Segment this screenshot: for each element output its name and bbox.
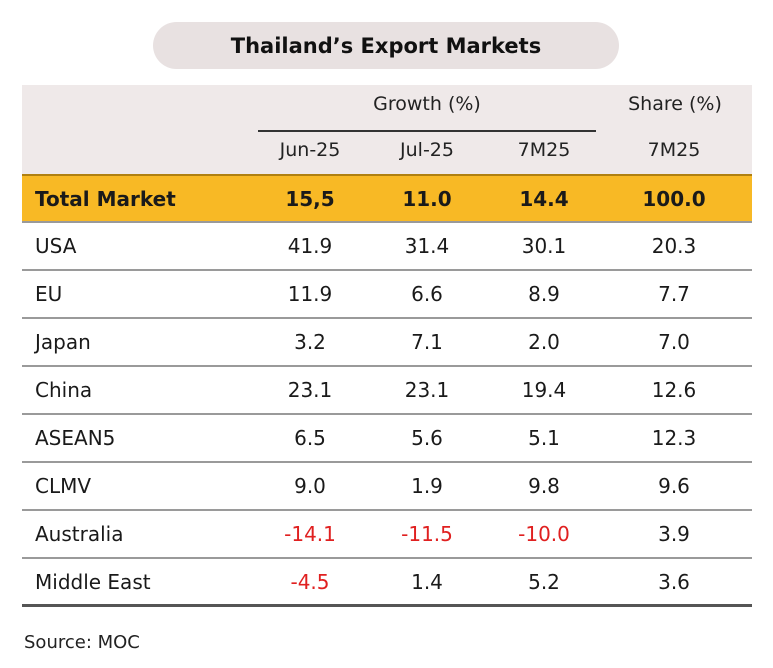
- row-value: 3.2: [294, 330, 326, 354]
- row-value: 12.3: [651, 426, 697, 450]
- row-value: -14.1: [284, 522, 336, 546]
- row-value: 5.1: [528, 426, 560, 450]
- col-header-jul25: Jul-25: [400, 139, 454, 161]
- table-row: CLMV 9.0 1.9 9.8 9.6: [22, 463, 752, 511]
- row-label: Australia: [35, 522, 124, 546]
- row-value: 12.6: [651, 378, 697, 402]
- row-value: 9.0: [294, 474, 326, 498]
- page-title: Thailand’s Export Markets: [153, 22, 619, 69]
- row-value: 1.4: [411, 570, 443, 594]
- row-value: 20.3: [651, 234, 697, 258]
- row-value: 23.1: [287, 378, 333, 402]
- row-value: 7.1: [411, 330, 443, 354]
- growth-group-header: Growth (%): [373, 93, 481, 115]
- row-value: -11.5: [401, 522, 453, 546]
- row-value: 100.0: [642, 187, 706, 211]
- row-value: 14.4: [519, 187, 569, 211]
- row-value: 9.6: [658, 474, 690, 498]
- row-label: EU: [35, 282, 63, 306]
- row-label: CLMV: [35, 474, 92, 498]
- row-value: 31.4: [404, 234, 450, 258]
- share-group-header: Share (%): [628, 93, 722, 115]
- table-row: Middle East -4.5 1.4 5.2 3.6: [22, 559, 752, 607]
- row-value: 30.1: [521, 234, 567, 258]
- row-label: USA: [35, 234, 77, 258]
- row-value: 41.9: [287, 234, 333, 258]
- export-markets-table: Growth (%) Share (%) Jun-25 Jul-25 7M25 …: [22, 85, 752, 607]
- table-body: Total Market 15,5 11.0 14.4 100.0 USA 41.9 31.4…: [22, 174, 752, 607]
- row-value: 9.8: [528, 474, 560, 498]
- row-label: Japan: [35, 330, 91, 354]
- row-value: 11.0: [402, 187, 452, 211]
- total-row: Total Market 15,5 11.0 14.4 100.0: [22, 174, 752, 223]
- growth-header-divider: [258, 130, 596, 132]
- source-note: Source: MOC: [24, 632, 140, 653]
- table-header: Growth (%) Share (%) Jun-25 Jul-25 7M25 …: [22, 85, 752, 174]
- row-value: 6.6: [411, 282, 443, 306]
- row-value: 23.1: [404, 378, 450, 402]
- row-value: -4.5: [290, 570, 330, 594]
- col-header-7m25-share: 7M25: [647, 139, 701, 161]
- row-value: 7.0: [658, 330, 690, 354]
- row-value: 7.7: [658, 282, 690, 306]
- row-value: 6.5: [294, 426, 326, 450]
- col-header-jun25: Jun-25: [279, 139, 341, 161]
- table-row: USA 41.9 31.4 30.1 20.3: [22, 223, 752, 271]
- row-value: 19.4: [521, 378, 567, 402]
- row-value: 8.9: [528, 282, 560, 306]
- row-value: 2.0: [528, 330, 560, 354]
- row-value: 5.2: [528, 570, 560, 594]
- row-value: 3.9: [658, 522, 690, 546]
- row-label: Middle East: [35, 570, 151, 594]
- row-value: 1.9: [411, 474, 443, 498]
- row-label: China: [35, 378, 93, 402]
- table-row: EU 11.9 6.6 8.9 7.7: [22, 271, 752, 319]
- table-row: ASEAN5 6.5 5.6 5.1 12.3: [22, 415, 752, 463]
- row-label: ASEAN5: [35, 426, 116, 450]
- table-row: Japan 3.2 7.1 2.0 7.0: [22, 319, 752, 367]
- row-label: Total Market: [35, 187, 176, 211]
- table-row: Australia -14.1 -11.5 -10.0 3.9: [22, 511, 752, 559]
- row-value: 5.6: [411, 426, 443, 450]
- table-row: China 23.1 23.1 19.4 12.6: [22, 367, 752, 415]
- row-value: 15,5: [285, 187, 335, 211]
- row-value: -10.0: [518, 522, 570, 546]
- row-value: 11.9: [287, 282, 333, 306]
- col-header-7m25-growth: 7M25: [517, 139, 571, 161]
- row-value: 3.6: [658, 570, 690, 594]
